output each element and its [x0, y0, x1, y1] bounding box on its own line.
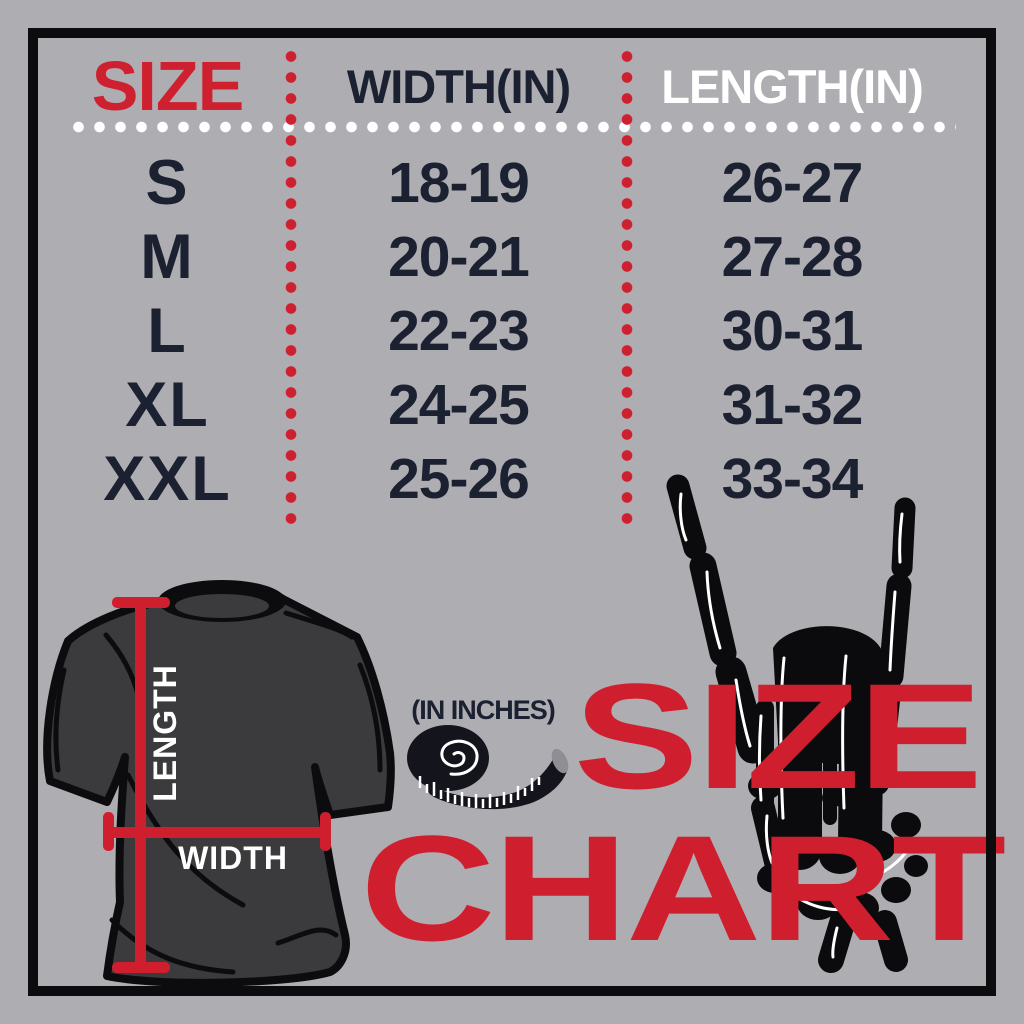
column-header-width: WIDTH(IN): [346, 59, 571, 113]
width-measure-cap-right: [320, 812, 331, 851]
cell-length: 31-32: [721, 373, 864, 437]
table-row: XL 24-25 31-32: [0, 368, 1024, 443]
cell-width: 20-21: [388, 225, 530, 289]
skeleton-rock-hand-icon: [666, 474, 928, 973]
column-divider-2: [621, 46, 633, 534]
column-header-length: LENGTH(IN): [661, 59, 924, 113]
table-row: S 18-19 26-27: [0, 146, 1024, 221]
header-divider-dots: [68, 121, 956, 133]
length-label: LENGTH: [147, 664, 183, 802]
cell-width: 25-26: [388, 447, 530, 511]
column-header-size: SIZE: [91, 47, 245, 125]
units-note: (IN INCHES): [411, 694, 556, 725]
cell-size: M: [140, 222, 195, 292]
cell-size: XXL: [103, 444, 232, 514]
cell-width: 18-19: [388, 151, 530, 215]
cell-length: 26-27: [721, 151, 864, 215]
page-title-chart: CHART: [360, 804, 1006, 972]
cell-size: XL: [125, 370, 210, 440]
page-title-size: SIZE: [573, 652, 983, 820]
column-divider-1: [285, 46, 297, 534]
width-measure-cap-left: [103, 812, 114, 851]
table-row: L 22-23 30-31: [0, 294, 1024, 369]
cell-length: 30-31: [721, 299, 864, 363]
table-row: XXL 25-26 33-34: [0, 442, 1024, 517]
length-measure-cap-top: [112, 597, 170, 608]
cell-width: 22-23: [388, 299, 530, 363]
table-row: M 20-21 27-28: [0, 220, 1024, 295]
length-measure-cap-bottom: [112, 962, 170, 973]
measuring-tape-icon: [407, 725, 569, 810]
tshirt-icon: [43, 580, 395, 987]
cell-size: S: [145, 148, 190, 218]
cell-length: 33-34: [721, 447, 864, 511]
cell-size: L: [147, 296, 188, 366]
width-label: WIDTH: [178, 840, 288, 876]
cell-width: 24-25: [388, 373, 530, 437]
length-measure-line: [135, 600, 146, 973]
cell-length: 27-28: [721, 225, 864, 289]
width-measure-line: [106, 827, 331, 838]
